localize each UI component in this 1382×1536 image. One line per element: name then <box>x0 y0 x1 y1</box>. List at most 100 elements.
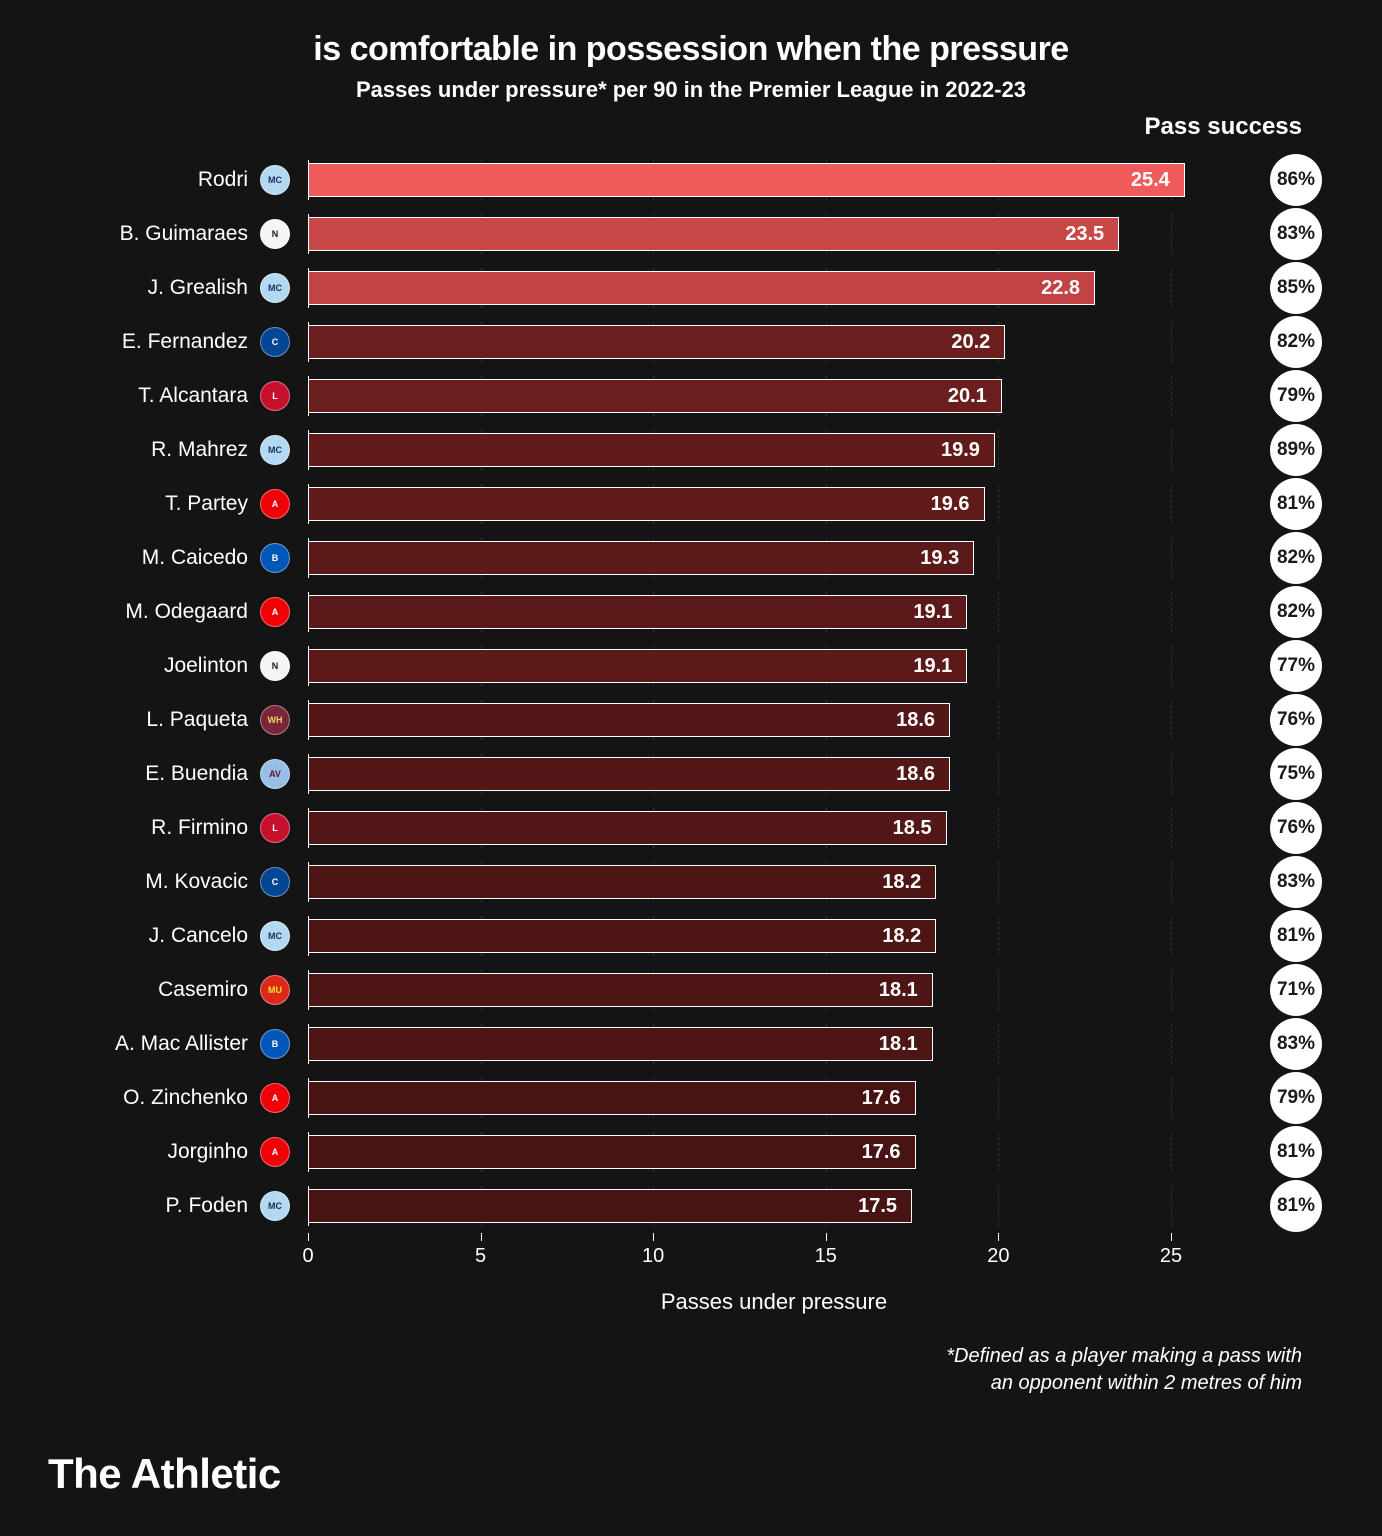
player-label: E. Fernandez <box>60 330 260 354</box>
player-label: J. Cancelo <box>60 924 260 948</box>
bar: 18.2 <box>308 919 936 953</box>
bar-value-label: 18.2 <box>882 925 921 948</box>
bar-track: 19.6 <box>308 484 1240 524</box>
chart-row: RodriMC25.486% <box>60 153 1322 207</box>
bar: 18.6 <box>308 703 950 737</box>
club-badge-icon: N <box>260 651 290 681</box>
x-tick-label: 20 <box>987 1245 1009 1268</box>
club-badge-icon: N <box>260 219 290 249</box>
bar: 19.9 <box>308 433 995 467</box>
player-label: L. Paqueta <box>60 708 260 732</box>
pass-success-badge: 79% <box>1270 1072 1322 1124</box>
footnote-line-2: an opponent within 2 metres of him <box>991 1372 1302 1394</box>
player-label: Casemiro <box>60 978 260 1002</box>
pass-success-badge: 89% <box>1270 424 1322 476</box>
bar-track: 19.3 <box>308 538 1240 578</box>
club-badge-icon: A <box>260 1083 290 1113</box>
bar: 18.6 <box>308 757 950 791</box>
chart-row: A. Mac AllisterB18.183% <box>60 1017 1322 1071</box>
pass-success-badge: 76% <box>1270 802 1322 854</box>
bar: 17.6 <box>308 1081 916 1115</box>
pass-success-badge: 79% <box>1270 370 1322 422</box>
chart-row: M. KovacicC18.283% <box>60 855 1322 909</box>
player-label: Joelinton <box>60 654 260 678</box>
bar-track: 19.1 <box>308 646 1240 686</box>
club-badge-icon: C <box>260 327 290 357</box>
bar-value-label: 23.5 <box>1065 223 1104 246</box>
bar-track: 19.1 <box>308 592 1240 632</box>
pass-success-badge: 83% <box>1270 208 1322 260</box>
bar: 25.4 <box>308 163 1185 197</box>
player-label: A. Mac Allister <box>60 1032 260 1056</box>
bar: 18.1 <box>308 1027 933 1061</box>
bar-value-label: 17.5 <box>858 1195 897 1218</box>
x-axis-label: Passes under pressure <box>308 1289 1240 1315</box>
bar-value-label: 19.3 <box>920 547 959 570</box>
pass-success-badge: 75% <box>1270 748 1322 800</box>
pass-success-badge: 82% <box>1270 316 1322 368</box>
chart-row: JoelintonN 19.1 77% <box>60 639 1322 693</box>
chart-area: Pass success RodriMC25.486%B. GuimaraesN… <box>60 153 1322 1397</box>
player-label: M. Kovacic <box>60 870 260 894</box>
chart-row: E. FernandezC 20.2 82% <box>60 315 1322 369</box>
chart-row: L. PaquetaWH18.676% <box>60 693 1322 747</box>
club-badge-icon: B <box>260 543 290 573</box>
club-badge-icon: MC <box>260 435 290 465</box>
bar-value-label: 19.9 <box>941 439 980 462</box>
bar-value-label: 18.5 <box>893 817 932 840</box>
club-badge-icon: MC <box>260 921 290 951</box>
chart-row: CasemiroMU18.171% <box>60 963 1322 1017</box>
bar: 17.6 <box>308 1135 916 1169</box>
player-label: M. Odegaard <box>60 600 260 624</box>
chart-row: T. ParteyA19.681% <box>60 477 1322 531</box>
bar-value-label: 19.1 <box>913 655 952 678</box>
bar-value-label: 18.1 <box>879 1033 918 1056</box>
bar: 17.5 <box>308 1189 912 1223</box>
bar: 20.1 <box>308 379 1002 413</box>
bar-value-label: 20.2 <box>951 331 990 354</box>
bar: 23.5 <box>308 217 1119 251</box>
bar-value-label: 20.1 <box>948 385 987 408</box>
x-tick-label: 15 <box>815 1245 837 1268</box>
bar-track: 17.6 <box>308 1078 1240 1118</box>
chart-row: J. CanceloMC 18.2 81% <box>60 909 1322 963</box>
chart-row: J. GrealishMC22.885% <box>60 261 1322 315</box>
club-badge-icon: MC <box>260 165 290 195</box>
bar-track: 18.5 <box>308 808 1240 848</box>
pass-success-header: Pass success <box>1145 113 1302 141</box>
chart-row: T. AlcantaraL20.179% <box>60 369 1322 423</box>
club-badge-icon: MU <box>260 975 290 1005</box>
bar-track: 22.8 <box>308 268 1240 308</box>
x-tick-label: 5 <box>475 1245 486 1268</box>
bar: 19.1 <box>308 595 967 629</box>
club-badge-icon: C <box>260 867 290 897</box>
club-badge-icon: B <box>260 1029 290 1059</box>
pass-success-badge: 81% <box>1270 1180 1322 1232</box>
pass-success-badge: 85% <box>1270 262 1322 314</box>
pass-success-badge: 82% <box>1270 532 1322 584</box>
bar-track: 18.2 <box>308 916 1240 956</box>
club-badge-icon: MC <box>260 1191 290 1221</box>
pass-success-badge: 81% <box>1270 910 1322 962</box>
bar-track: 17.6 <box>308 1132 1240 1172</box>
footnote-line-1: *Defined as a player making a pass with <box>946 1345 1302 1367</box>
player-label: T. Partey <box>60 492 260 516</box>
chart-row: O. ZinchenkoA17.679% <box>60 1071 1322 1125</box>
pass-success-badge: 77% <box>1270 640 1322 692</box>
bar: 19.6 <box>308 487 985 521</box>
x-tick-label: 0 <box>302 1245 313 1268</box>
chart-row: R. FirminoL18.576% <box>60 801 1322 855</box>
bar-track: 18.1 <box>308 1024 1240 1064</box>
bar-track: 18.2 <box>308 862 1240 902</box>
pass-success-badge: 81% <box>1270 1126 1322 1178</box>
bar-value-label: 19.1 <box>913 601 952 624</box>
pass-success-badge: 82% <box>1270 586 1322 638</box>
bar-track: 18.1 <box>308 970 1240 1010</box>
bar: 19.3 <box>308 541 974 575</box>
player-label: P. Foden <box>60 1194 260 1218</box>
bar: 18.1 <box>308 973 933 1007</box>
bar: 18.2 <box>308 865 936 899</box>
player-label: R. Firmino <box>60 816 260 840</box>
club-badge-icon: A <box>260 489 290 519</box>
club-badge-icon: MC <box>260 273 290 303</box>
